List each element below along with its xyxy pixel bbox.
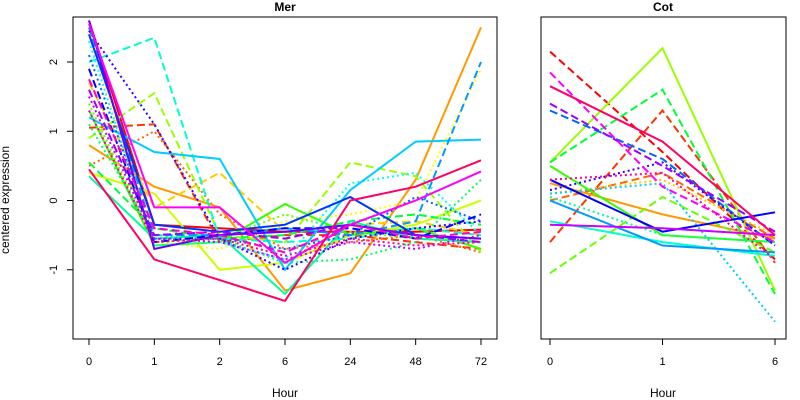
series-line-24 bbox=[88, 23, 482, 265]
panel-title-cot: Cot bbox=[653, 0, 673, 14]
y-tick-label: -1 bbox=[48, 265, 60, 275]
series-line-2 bbox=[549, 171, 776, 240]
series-line-22 bbox=[88, 89, 482, 244]
y-axis-mer: -1 0 1 2 bbox=[48, 59, 73, 275]
series-line-16 bbox=[549, 102, 776, 233]
series-line-10 bbox=[549, 220, 776, 257]
x-tick-label: 0 bbox=[547, 356, 553, 368]
x-tick-label: 1 bbox=[659, 356, 665, 368]
series-line-25 bbox=[88, 78, 482, 254]
x-tick-label: 2 bbox=[217, 356, 223, 368]
series-line-27 bbox=[88, 159, 482, 303]
x-tick-label: 6 bbox=[772, 356, 778, 368]
x-tick-label: 72 bbox=[475, 356, 487, 368]
series-line-14 bbox=[549, 178, 776, 233]
x-axis-cot: 0 1 6 bbox=[547, 339, 778, 368]
series-line-7 bbox=[88, 91, 482, 254]
series-line-11 bbox=[549, 182, 776, 323]
panel-mer: Mer 0 1 2 6 24 48 72 -1 0 1 2 Hour bbox=[48, 0, 498, 400]
series-line-17 bbox=[88, 54, 482, 251]
series-line-1 bbox=[549, 108, 776, 264]
series-line-26 bbox=[88, 110, 482, 257]
y-axis-title: centered expression bbox=[0, 146, 12, 254]
series-line-15 bbox=[88, 116, 482, 272]
series-line-5 bbox=[549, 46, 776, 291]
series-line-6 bbox=[549, 195, 776, 275]
series-line-13 bbox=[549, 109, 776, 247]
x-tick-label: 48 bbox=[410, 356, 422, 368]
series-line-8 bbox=[549, 88, 776, 295]
series-line-17 bbox=[549, 223, 776, 237]
series-line-20 bbox=[88, 30, 482, 271]
series-line-12 bbox=[549, 199, 776, 254]
y-tick-label: 2 bbox=[48, 59, 60, 65]
y-tick-label: 1 bbox=[48, 128, 60, 134]
x-tick-label: 6 bbox=[282, 356, 288, 368]
series-line-18 bbox=[549, 71, 776, 243]
series-line-11 bbox=[88, 123, 482, 264]
series-group-cot bbox=[549, 46, 776, 323]
panel-title-mer: Mer bbox=[274, 0, 296, 14]
x-axis-mer: 0 1 2 6 24 48 72 bbox=[86, 339, 487, 368]
series-line-7 bbox=[549, 165, 776, 244]
x-axis-title-cot: Hour bbox=[650, 386, 676, 400]
plot-frame-cot bbox=[540, 16, 787, 340]
x-tick-label: 24 bbox=[344, 356, 356, 368]
series-line-20 bbox=[549, 85, 776, 236]
series-group-mer bbox=[88, 20, 482, 303]
series-line-23 bbox=[88, 96, 482, 261]
y-tick-label: 0 bbox=[48, 197, 60, 203]
x-axis-title-mer: Hour bbox=[272, 386, 298, 400]
series-line-15 bbox=[549, 161, 776, 247]
series-line-3 bbox=[88, 27, 482, 292]
series-line-3 bbox=[549, 182, 776, 240]
x-tick-label: 1 bbox=[151, 356, 157, 368]
x-tick-label: 0 bbox=[86, 356, 92, 368]
